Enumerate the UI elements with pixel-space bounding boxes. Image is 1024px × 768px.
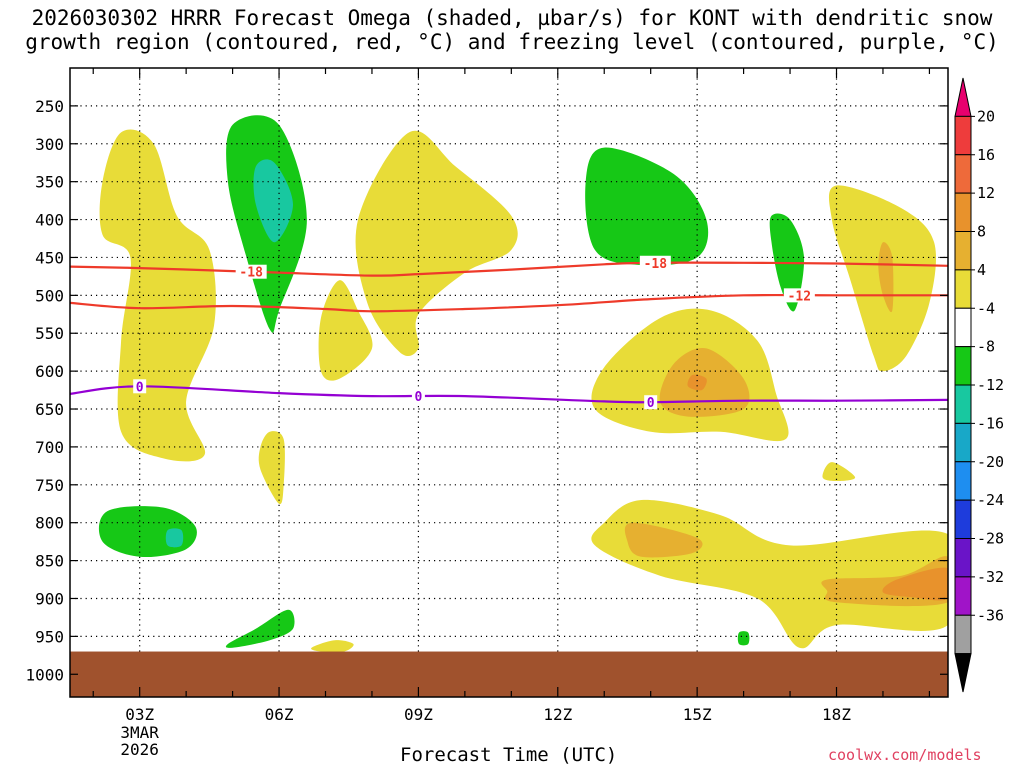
- colorbar-swatch-15: [954, 653, 972, 693]
- contour-label-bg-dgz-top-1: [639, 255, 671, 270]
- y-tick-label-850: 850: [35, 552, 64, 571]
- colorbar-label-4: 4: [977, 261, 986, 279]
- upward-column-14z: [585, 147, 709, 266]
- gridlines: [70, 68, 948, 652]
- y-tick-label-500: 500: [35, 286, 64, 305]
- colorbar-label-9: -20: [977, 453, 1004, 471]
- colorbar-label-0: 20: [977, 107, 995, 125]
- y-tick-label-400: 400: [35, 211, 64, 230]
- y-tick-label-900: 900: [35, 589, 64, 608]
- sinking-core-14z-low: [624, 522, 703, 558]
- contour-label-bg-dgz-top-0: [235, 264, 267, 279]
- contour-label-bg-freezing-level-2: [644, 395, 658, 410]
- colorbar-label-2: 12: [977, 184, 995, 202]
- contour-dgz-top: [70, 261, 948, 277]
- x-axis-title: Forecast Time (UTC): [400, 744, 618, 766]
- colorbar-label-5: -4: [977, 299, 995, 317]
- contour-label-freezing-level-0: 0: [136, 380, 144, 395]
- colorbar-swatch-9: [954, 422, 972, 463]
- y-tick-label-250: 250: [35, 97, 64, 116]
- colorbar-swatch-12: [954, 538, 972, 578]
- contour-label-dgz-top-0: -18: [239, 266, 263, 281]
- plot-frame: [69, 67, 949, 698]
- colorbar-swatch-8: [954, 384, 972, 424]
- colorbar-swatch-13: [954, 576, 972, 616]
- contour-label-bg-freezing-level-0: [133, 379, 147, 394]
- colorbar-swatch-2: [954, 154, 972, 194]
- x-tick-label-15Z: 15Z: [683, 705, 712, 724]
- y-tick-label-1000: 1000: [25, 665, 64, 684]
- shaded-regions: [98, 115, 948, 653]
- ground-layer: [70, 651, 948, 697]
- y-tick-label-350: 350: [35, 173, 64, 192]
- sinking-cell-07z: [318, 280, 373, 381]
- x-date-label-1: 2026: [120, 740, 159, 759]
- colorbar-swatch-6: [954, 307, 972, 348]
- sinking-max-19z-low: [882, 567, 948, 601]
- y-tick-label-550: 550: [35, 324, 64, 343]
- colorbar-swatch-7: [954, 346, 972, 386]
- sinking-cell-18z-low: [822, 462, 856, 481]
- sinking-cell-06z-low: [258, 431, 285, 505]
- upward-max-06z: [253, 159, 293, 243]
- contour-lines: -18 -18 -12 0 0 0: [70, 255, 948, 411]
- y-tick-label-300: 300: [35, 135, 64, 154]
- colorbar-label-6: -8: [977, 338, 995, 356]
- colorbar: 20 16 12 8 4 -4 -8 -12 -16 -20 -24 -28 -32 -36: [954, 77, 1004, 693]
- y-axis: 250 300 350 400 450 500 550 600 650 700 750 800 850 9…: [25, 97, 948, 684]
- x-tick-label-18Z: 18Z: [822, 705, 851, 724]
- colorbar-label-13: -36: [977, 606, 1004, 624]
- y-tick-label-800: 800: [35, 514, 64, 533]
- upward-low-06z: [225, 609, 295, 648]
- sinking-cell-07z-low: [311, 640, 354, 653]
- y-tick-label-700: 700: [35, 438, 64, 457]
- chart-title-line1: 2026030302 HRRR Forecast Omega (shaded, …: [31, 6, 993, 30]
- contour-label-bg-freezing-level-1: [411, 389, 425, 404]
- contour-label-dgz-top-1: -18: [644, 257, 668, 272]
- upward-max-03z: [165, 528, 184, 548]
- site-credit[interactable]: coolwx.com/models: [828, 746, 982, 764]
- sinking-column-03z: [99, 129, 216, 462]
- colorbar-swatch-11: [954, 499, 972, 539]
- colorbar-swatch-3: [954, 192, 972, 232]
- chart-title: 2026030302 HRRR Forecast Omega (shaded, …: [0, 6, 1024, 54]
- contour-label-bg-dgz-bottom-0: [783, 288, 815, 303]
- colorbar-label-11: -28: [977, 530, 1004, 548]
- colorbar-swatch-5: [954, 269, 972, 309]
- x-tick-label-03Z: 03Z: [125, 705, 154, 724]
- sinking-max-15z: [687, 374, 707, 391]
- upward-cell-16z: [737, 631, 750, 646]
- contour-label-freezing-level-1: 0: [414, 390, 422, 405]
- colorbar-label-10: -24: [977, 491, 1004, 509]
- colorbar-swatch-14: [954, 614, 972, 655]
- colorbar-swatch-4: [954, 231, 972, 271]
- colorbar-swatch-10: [954, 461, 972, 501]
- contour-dgz-bottom: [70, 293, 948, 313]
- y-tick-label-950: 950: [35, 627, 64, 646]
- y-tick-label-750: 750: [35, 476, 64, 495]
- y-tick-label-450: 450: [35, 248, 64, 267]
- contour-label-dgz-bottom-0: -12: [788, 289, 811, 304]
- colorbar-label-8: -16: [977, 414, 1004, 432]
- y-tick-label-650: 650: [35, 400, 64, 419]
- x-date-label-0: 3MAR: [120, 723, 159, 742]
- colorbar-swatch-1: [954, 115, 972, 156]
- colorbar-label-7: -12: [977, 376, 1004, 394]
- chart-title-line2: growth region (contoured, red, °C) and f…: [25, 30, 999, 54]
- x-tick-label-06Z: 06Z: [265, 705, 294, 724]
- contour-freezing-level: [70, 385, 948, 404]
- colorbar-label-3: 8: [977, 223, 986, 241]
- y-tick-label-600: 600: [35, 362, 64, 381]
- ground-fill: [70, 651, 948, 697]
- sinking-column-09z: [355, 130, 518, 357]
- contour-label-freezing-level-2: 0: [647, 396, 655, 411]
- colorbar-swatch-0: [954, 77, 972, 117]
- colorbar-label-12: -32: [977, 568, 1004, 586]
- colorbar-label-1: 16: [977, 146, 995, 164]
- x-tick-label-09Z: 09Z: [404, 705, 433, 724]
- x-tick-label-12Z: 12Z: [543, 705, 572, 724]
